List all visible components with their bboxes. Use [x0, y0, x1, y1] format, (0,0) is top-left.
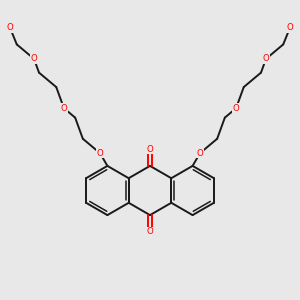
Text: O: O: [147, 145, 153, 154]
Text: O: O: [286, 23, 293, 32]
Text: O: O: [147, 227, 153, 236]
Text: O: O: [97, 149, 104, 158]
Text: O: O: [7, 23, 14, 32]
Text: O: O: [233, 104, 239, 113]
Text: O: O: [196, 149, 203, 158]
Text: O: O: [31, 54, 38, 63]
Text: O: O: [262, 54, 269, 63]
Text: O: O: [61, 104, 67, 113]
